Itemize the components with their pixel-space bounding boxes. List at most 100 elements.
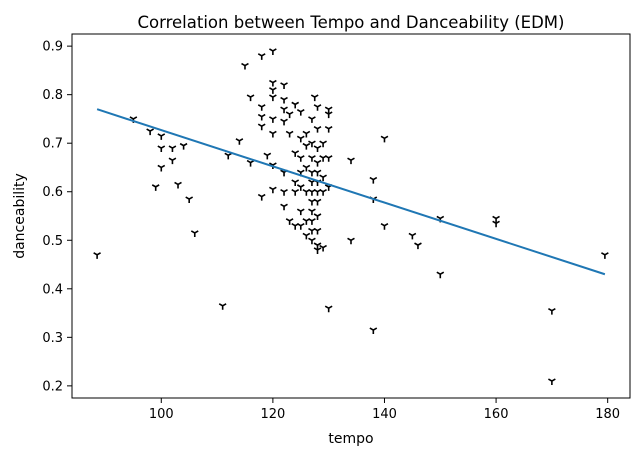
data-point [269, 94, 277, 102]
x-tick-label: 180 [595, 407, 620, 422]
data-point [246, 94, 255, 102]
plot-area [71, 33, 631, 399]
data-point [246, 159, 255, 167]
data-point [324, 106, 333, 114]
regression-line [96, 108, 606, 276]
data-point [548, 307, 556, 315]
data-point [185, 196, 194, 204]
data-point [369, 176, 378, 184]
data-point [313, 169, 322, 177]
data-point [224, 152, 233, 160]
x-tick-label: 140 [372, 407, 397, 422]
data-point [313, 104, 322, 111]
data-point [414, 242, 422, 250]
data-point [408, 232, 417, 240]
data-point [313, 125, 322, 133]
data-point [308, 155, 316, 162]
data-point [296, 135, 305, 143]
data-point [308, 208, 316, 216]
data-point [285, 218, 294, 225]
data-point [241, 62, 249, 70]
data-point [168, 157, 177, 165]
x-axis: 100 120 140 160 180 [149, 398, 620, 422]
data-point [308, 116, 316, 123]
data-point [269, 186, 277, 194]
data-point [257, 104, 266, 111]
y-tick-label: 0.3 [42, 331, 63, 346]
data-point [269, 130, 277, 138]
data-point [269, 87, 277, 94]
data-point [280, 203, 288, 211]
data-point [157, 164, 166, 172]
data-point [269, 116, 277, 123]
data-point [319, 174, 327, 182]
data-point [492, 220, 500, 228]
data-point [269, 48, 277, 55]
data-point [179, 142, 188, 150]
data-point [218, 303, 227, 310]
data-point [308, 218, 316, 225]
data-point [174, 181, 182, 189]
data-point [436, 271, 445, 279]
points-layer [93, 48, 609, 386]
data-point [369, 327, 378, 335]
data-point [302, 142, 311, 150]
y-tick-label: 0.9 [42, 40, 63, 55]
data-point [324, 155, 333, 162]
data-point [313, 227, 322, 235]
y-tick-label: 0.7 [42, 137, 63, 152]
data-point [308, 237, 316, 245]
data-point [313, 198, 322, 206]
y-axis: 0.2 0.3 0.4 0.5 0.6 0.7 0.8 0.9 [42, 40, 72, 394]
x-tick-label: 120 [260, 407, 285, 422]
data-point [257, 113, 266, 121]
data-point [296, 108, 305, 116]
data-point [492, 215, 500, 223]
data-point [313, 213, 322, 220]
data-point [313, 247, 322, 254]
data-point [168, 145, 177, 153]
data-point [280, 118, 288, 126]
data-point [269, 79, 277, 87]
data-point [296, 155, 305, 162]
data-point [313, 242, 322, 250]
data-point [347, 157, 355, 165]
data-point [280, 106, 288, 114]
data-point [302, 232, 311, 240]
x-tick-label: 100 [149, 407, 174, 422]
data-point [319, 140, 327, 148]
data-point [280, 96, 288, 104]
y-tick-label: 0.2 [42, 379, 63, 394]
data-point [285, 111, 294, 119]
data-point [151, 184, 160, 191]
y-axis-label: danceability [12, 173, 28, 259]
data-point [601, 252, 609, 259]
data-point [380, 135, 389, 143]
data-point [235, 138, 244, 145]
x-tick-label: 160 [484, 407, 509, 422]
data-point [319, 189, 327, 196]
data-point [347, 237, 355, 245]
x-axis-label: tempo [328, 431, 373, 447]
data-point [291, 101, 300, 109]
data-point [190, 230, 199, 237]
data-point [291, 150, 300, 157]
data-point [280, 82, 288, 89]
data-point [380, 223, 389, 230]
data-point [257, 123, 266, 131]
data-point [548, 378, 556, 386]
chart-title: Correlation between Tempo and Danceabili… [138, 13, 565, 32]
data-point [157, 145, 166, 153]
data-point [285, 130, 294, 138]
data-point [146, 128, 154, 136]
data-point [296, 208, 305, 216]
y-tick-label: 0.6 [42, 185, 63, 200]
data-point [324, 305, 333, 313]
data-point [157, 133, 166, 140]
plot-frame [71, 33, 631, 399]
data-point [296, 223, 305, 230]
data-point [280, 189, 288, 196]
y-tick-label: 0.8 [42, 88, 63, 103]
data-point [313, 145, 322, 153]
